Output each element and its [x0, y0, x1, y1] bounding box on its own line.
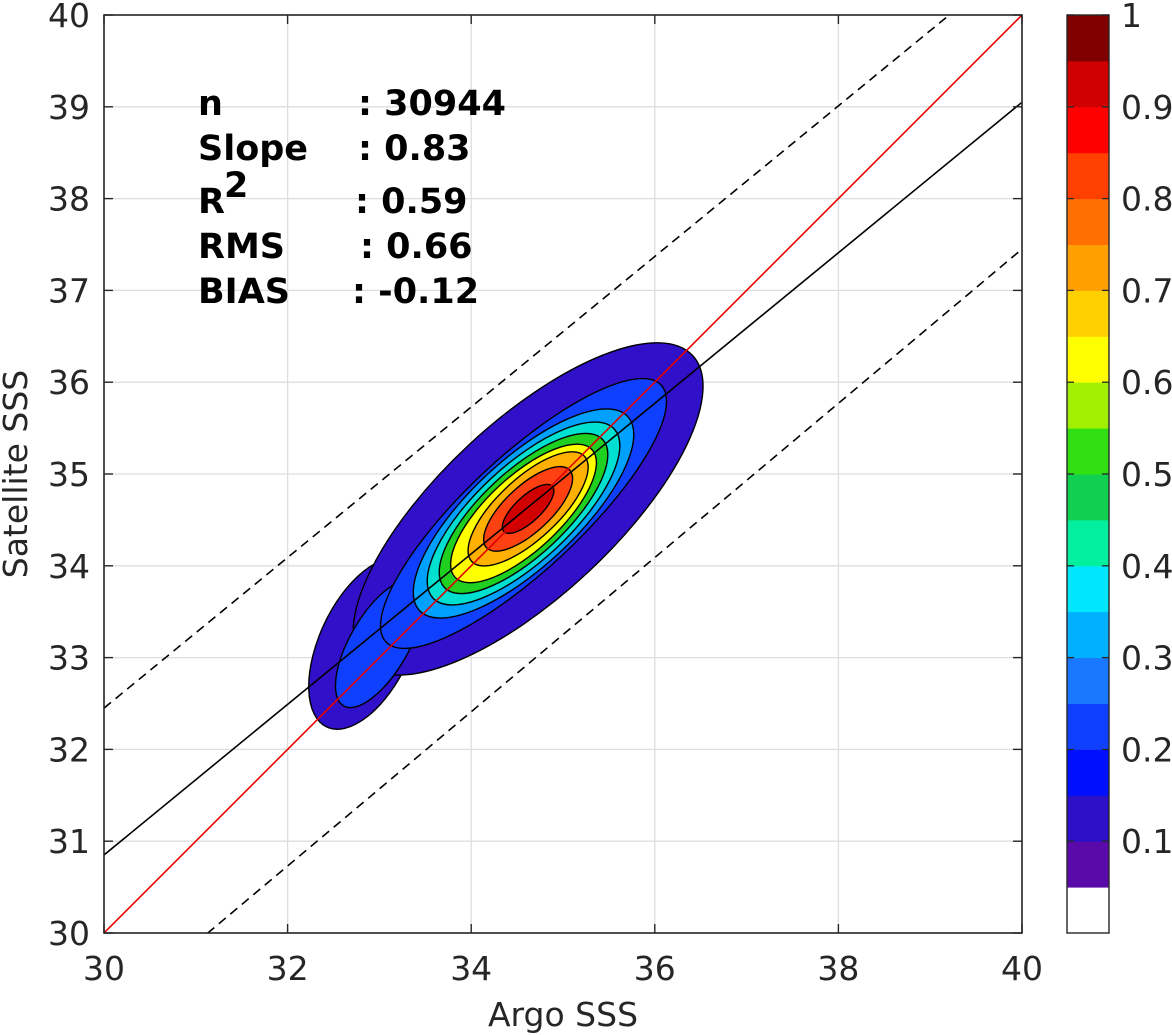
colorbar-segment — [1067, 15, 1109, 62]
colorbar-tick-label: 0.1 — [1121, 822, 1172, 861]
stat-label: Slope — [198, 129, 308, 169]
stat-label-superscript: 2 — [224, 166, 248, 206]
y-tick-label: 36 — [48, 363, 90, 402]
colorbar-segment — [1067, 474, 1109, 521]
stat-value: : 0.66 — [360, 227, 473, 267]
colorbar-segment — [1067, 519, 1109, 567]
y-tick-label: 32 — [48, 730, 90, 769]
stat-value: : 0.83 — [358, 129, 471, 169]
x-tick-label: 34 — [450, 949, 492, 988]
line-upper-bound — [104, 15, 951, 709]
colorbar-segment — [1067, 244, 1109, 291]
colorbar-tick-label: 0.3 — [1121, 639, 1172, 678]
y-tick-label: 40 — [48, 0, 90, 35]
statistics-annotation: n : 30944 Slope : 0.83 R 2 : 0.59 RMS : 0.66 BIAS… — [198, 84, 506, 312]
colorbar-segment — [1067, 795, 1109, 842]
colorbar-segment — [1067, 428, 1109, 475]
x-tick-label: 38 — [817, 949, 859, 988]
colorbar-segment — [1067, 382, 1109, 429]
colorbar-segment — [1067, 887, 1109, 934]
y-tick-label: 39 — [48, 88, 90, 127]
line-one-to-one — [104, 15, 1022, 933]
y-tick-label: 30 — [48, 914, 90, 953]
axis-ticks: 30 32 34 36 38 40 30 31 32 33 34 35 36 37 38 39 40 — [48, 0, 1043, 988]
colorbar-segment — [1067, 841, 1109, 888]
colorbar-tick-label: 1 — [1121, 0, 1142, 35]
colorbar-tick-label: 0.4 — [1121, 547, 1172, 586]
stat-label: R — [198, 182, 225, 222]
colorbar-segment — [1067, 60, 1109, 108]
y-tick-label: 31 — [48, 822, 90, 861]
colorbar-tick-label: 0.2 — [1121, 730, 1172, 769]
x-tick-label: 32 — [267, 949, 309, 988]
x-tick-label: 30 — [83, 949, 125, 988]
colorbar-segment — [1067, 749, 1109, 796]
stat-label: BIAS — [198, 272, 290, 312]
y-tick-label: 37 — [48, 271, 90, 310]
stat-label: RMS — [198, 227, 285, 267]
colorbar-segment — [1067, 565, 1109, 613]
line-regression — [104, 101, 1022, 856]
colorbar-segment — [1067, 703, 1109, 750]
colorbar-segment — [1067, 657, 1109, 704]
colorbar-tick-label: 0.7 — [1121, 271, 1172, 310]
y-tick-label: 35 — [48, 455, 90, 494]
y-axis-label: Satellite SSS — [0, 370, 35, 579]
reference-lines — [104, 15, 1022, 933]
stat-label: n — [198, 84, 223, 124]
colorbar-segment — [1067, 106, 1109, 154]
colorbar-tick-label: 0.8 — [1121, 180, 1172, 219]
colorbar-segment — [1067, 198, 1109, 245]
stat-value: : 30944 — [358, 84, 506, 124]
colorbar-segment — [1067, 152, 1109, 200]
stat-value: : -0.12 — [352, 272, 479, 312]
colorbar-segment — [1067, 336, 1109, 383]
x-tick-label: 40 — [1001, 949, 1043, 988]
colorbar-segment — [1067, 290, 1109, 337]
line-lower-bound — [206, 248, 1022, 933]
colorbar-segment — [1067, 611, 1109, 659]
colorbar-tick-label: 0.5 — [1121, 455, 1172, 494]
x-axis-label: Argo SSS — [488, 995, 638, 1034]
y-tick-label: 33 — [48, 639, 90, 678]
stat-value: : 0.59 — [355, 182, 468, 222]
colorbar-tick-label: 0.9 — [1121, 88, 1172, 127]
x-tick-label: 36 — [634, 949, 676, 988]
y-tick-label: 34 — [48, 547, 90, 586]
colorbar-tick-label: 0.6 — [1121, 363, 1172, 402]
colorbar: 0.1 0.2 0.3 0.4 0.5 0.6 0.7 0.8 0.9 1 — [1066, 0, 1172, 934]
y-tick-label: 38 — [48, 180, 90, 219]
